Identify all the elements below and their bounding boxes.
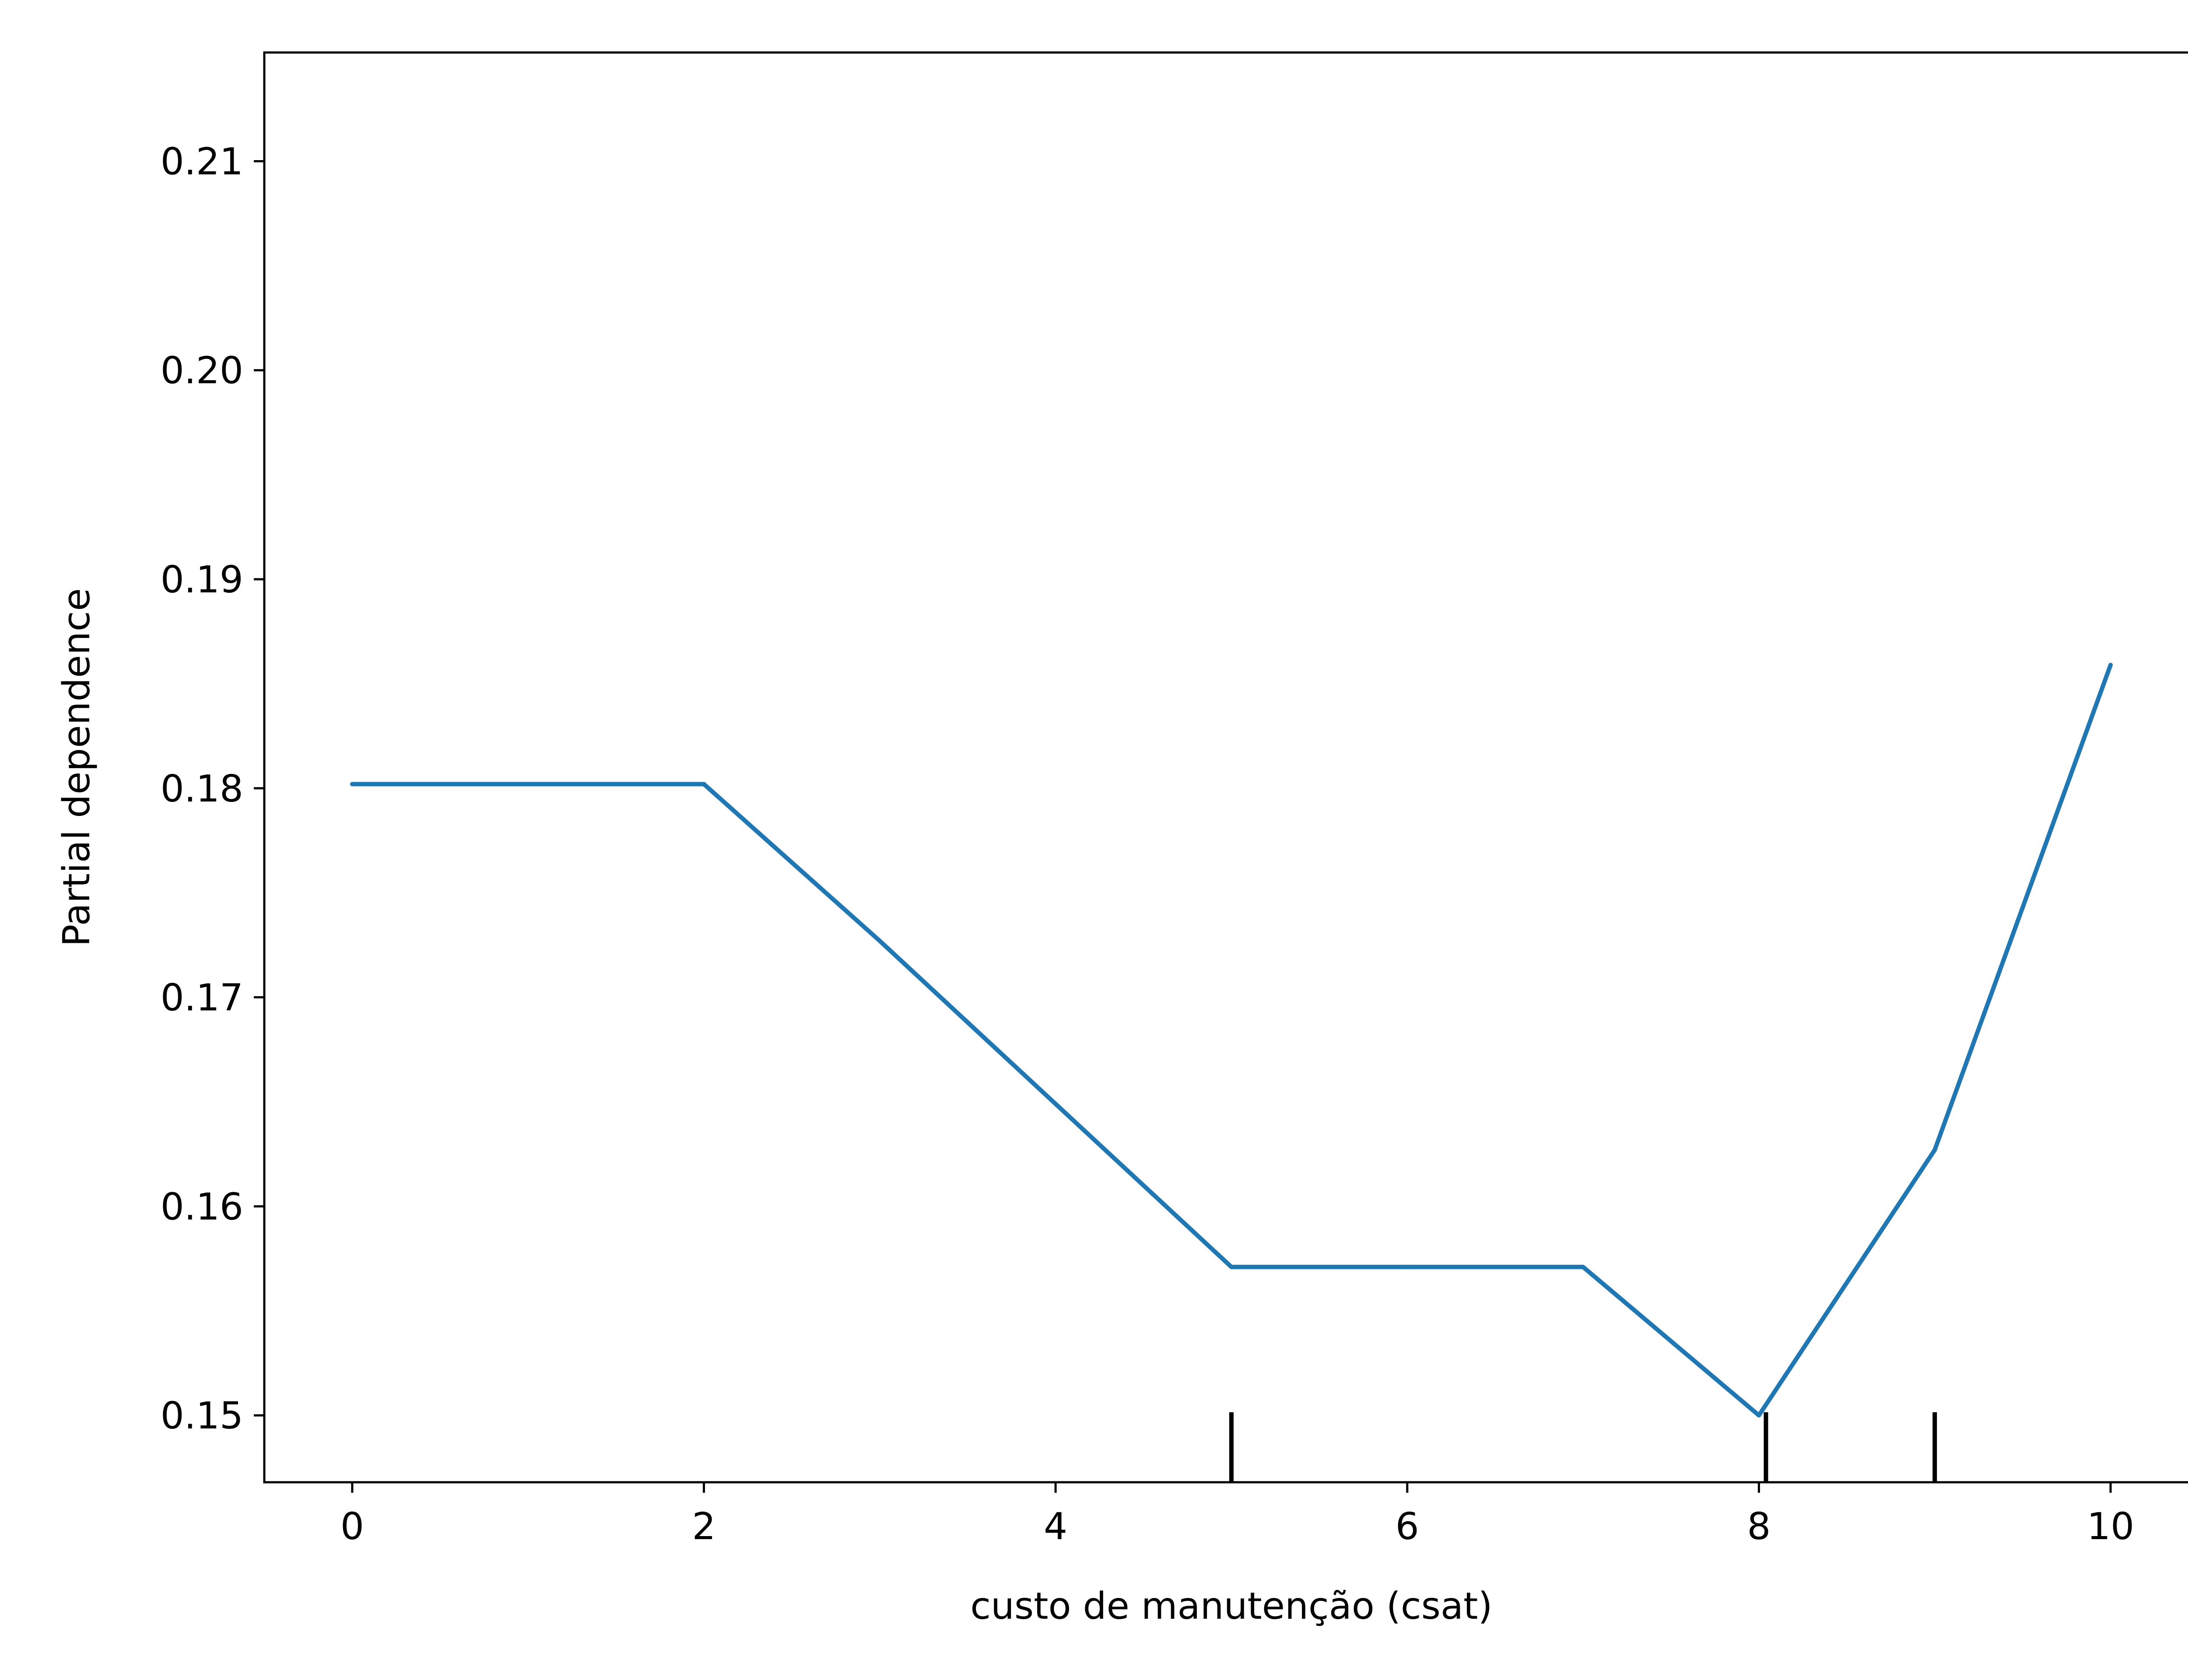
data-point <box>1229 1264 1234 1269</box>
y-tick-label: 0.18 <box>161 767 243 811</box>
y-tick-label: 0.20 <box>161 349 243 392</box>
x-axis-label: custo de manutenção (csat) <box>970 1585 1492 1628</box>
y-tick-label: 0.16 <box>161 1185 243 1228</box>
data-point <box>877 938 882 943</box>
y-tick-label: 0.17 <box>161 976 243 1020</box>
plot-area: 0 2 4 6 8 10 0.15 0.16 0.17 0.18 0.19 0.20 0.21 <box>161 140 2134 1548</box>
axes-frame <box>263 51 2188 1484</box>
x-tick-label: 2 <box>692 1505 715 1548</box>
data-point <box>1581 1264 1585 1269</box>
y-tick-label: 0.19 <box>161 558 243 602</box>
y-axis-label: Partial dependence <box>55 588 98 947</box>
y-tick-label: 0.21 <box>161 140 243 183</box>
data-point <box>1405 1264 1410 1269</box>
data-point <box>701 782 706 787</box>
data-point <box>526 782 530 787</box>
x-tick-label: 4 <box>1044 1505 1067 1548</box>
data-point <box>1053 1102 1058 1106</box>
x-tick-label: 10 <box>2087 1505 2134 1548</box>
data-point <box>1757 1413 1761 1418</box>
x-tick-label: 8 <box>1747 1505 1771 1548</box>
y-tick-label: 0.15 <box>161 1394 243 1438</box>
data-point <box>2108 662 2113 667</box>
data-point <box>350 782 354 787</box>
x-tick-label: 0 <box>340 1505 364 1548</box>
data-point <box>1932 1148 1937 1152</box>
x-tick-label: 6 <box>1396 1505 1419 1548</box>
